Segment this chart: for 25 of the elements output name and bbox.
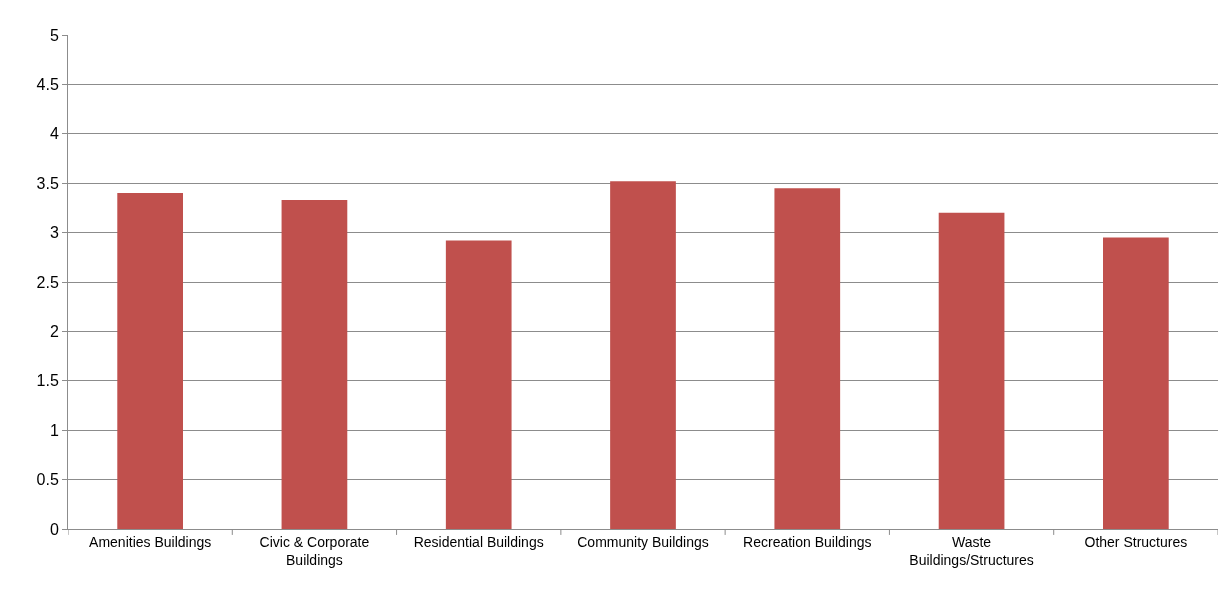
y-tick-label: 5 (49, 26, 59, 44)
x-tick-label: Community Buildings (577, 533, 709, 550)
y-tick-label: 4.5 (36, 76, 59, 93)
y-tick-label: 4 (49, 125, 59, 143)
y-tick-label: 2.5 (36, 273, 59, 291)
x-tick-label: Civic & Corporate Buildings (259, 533, 370, 568)
x-tick-label: Waste Buildings/Structures (909, 533, 1034, 568)
bar (445, 240, 512, 529)
y-tick-label: 1.5 (36, 372, 59, 390)
bar (1103, 237, 1169, 529)
y-tick-label: 2 (49, 323, 59, 340)
bar (281, 200, 348, 529)
y-tick-label: 3.5 (36, 174, 59, 192)
x-tick-label: Recreation Buildings (743, 533, 872, 550)
bar (610, 181, 676, 529)
y-tick-label: 3 (49, 224, 59, 242)
y-tick-label: 0.5 (36, 471, 59, 489)
bar (938, 212, 1005, 529)
x-tick-label: Amenities Buildings (89, 533, 212, 550)
bar (117, 193, 183, 529)
y-tick-label: 1 (49, 421, 59, 439)
y-tick-label: 0 (49, 520, 59, 538)
x-tick-label: Other Structures (1084, 533, 1188, 550)
bar (774, 188, 841, 529)
x-tick-label: Residential Buildings (413, 533, 544, 550)
